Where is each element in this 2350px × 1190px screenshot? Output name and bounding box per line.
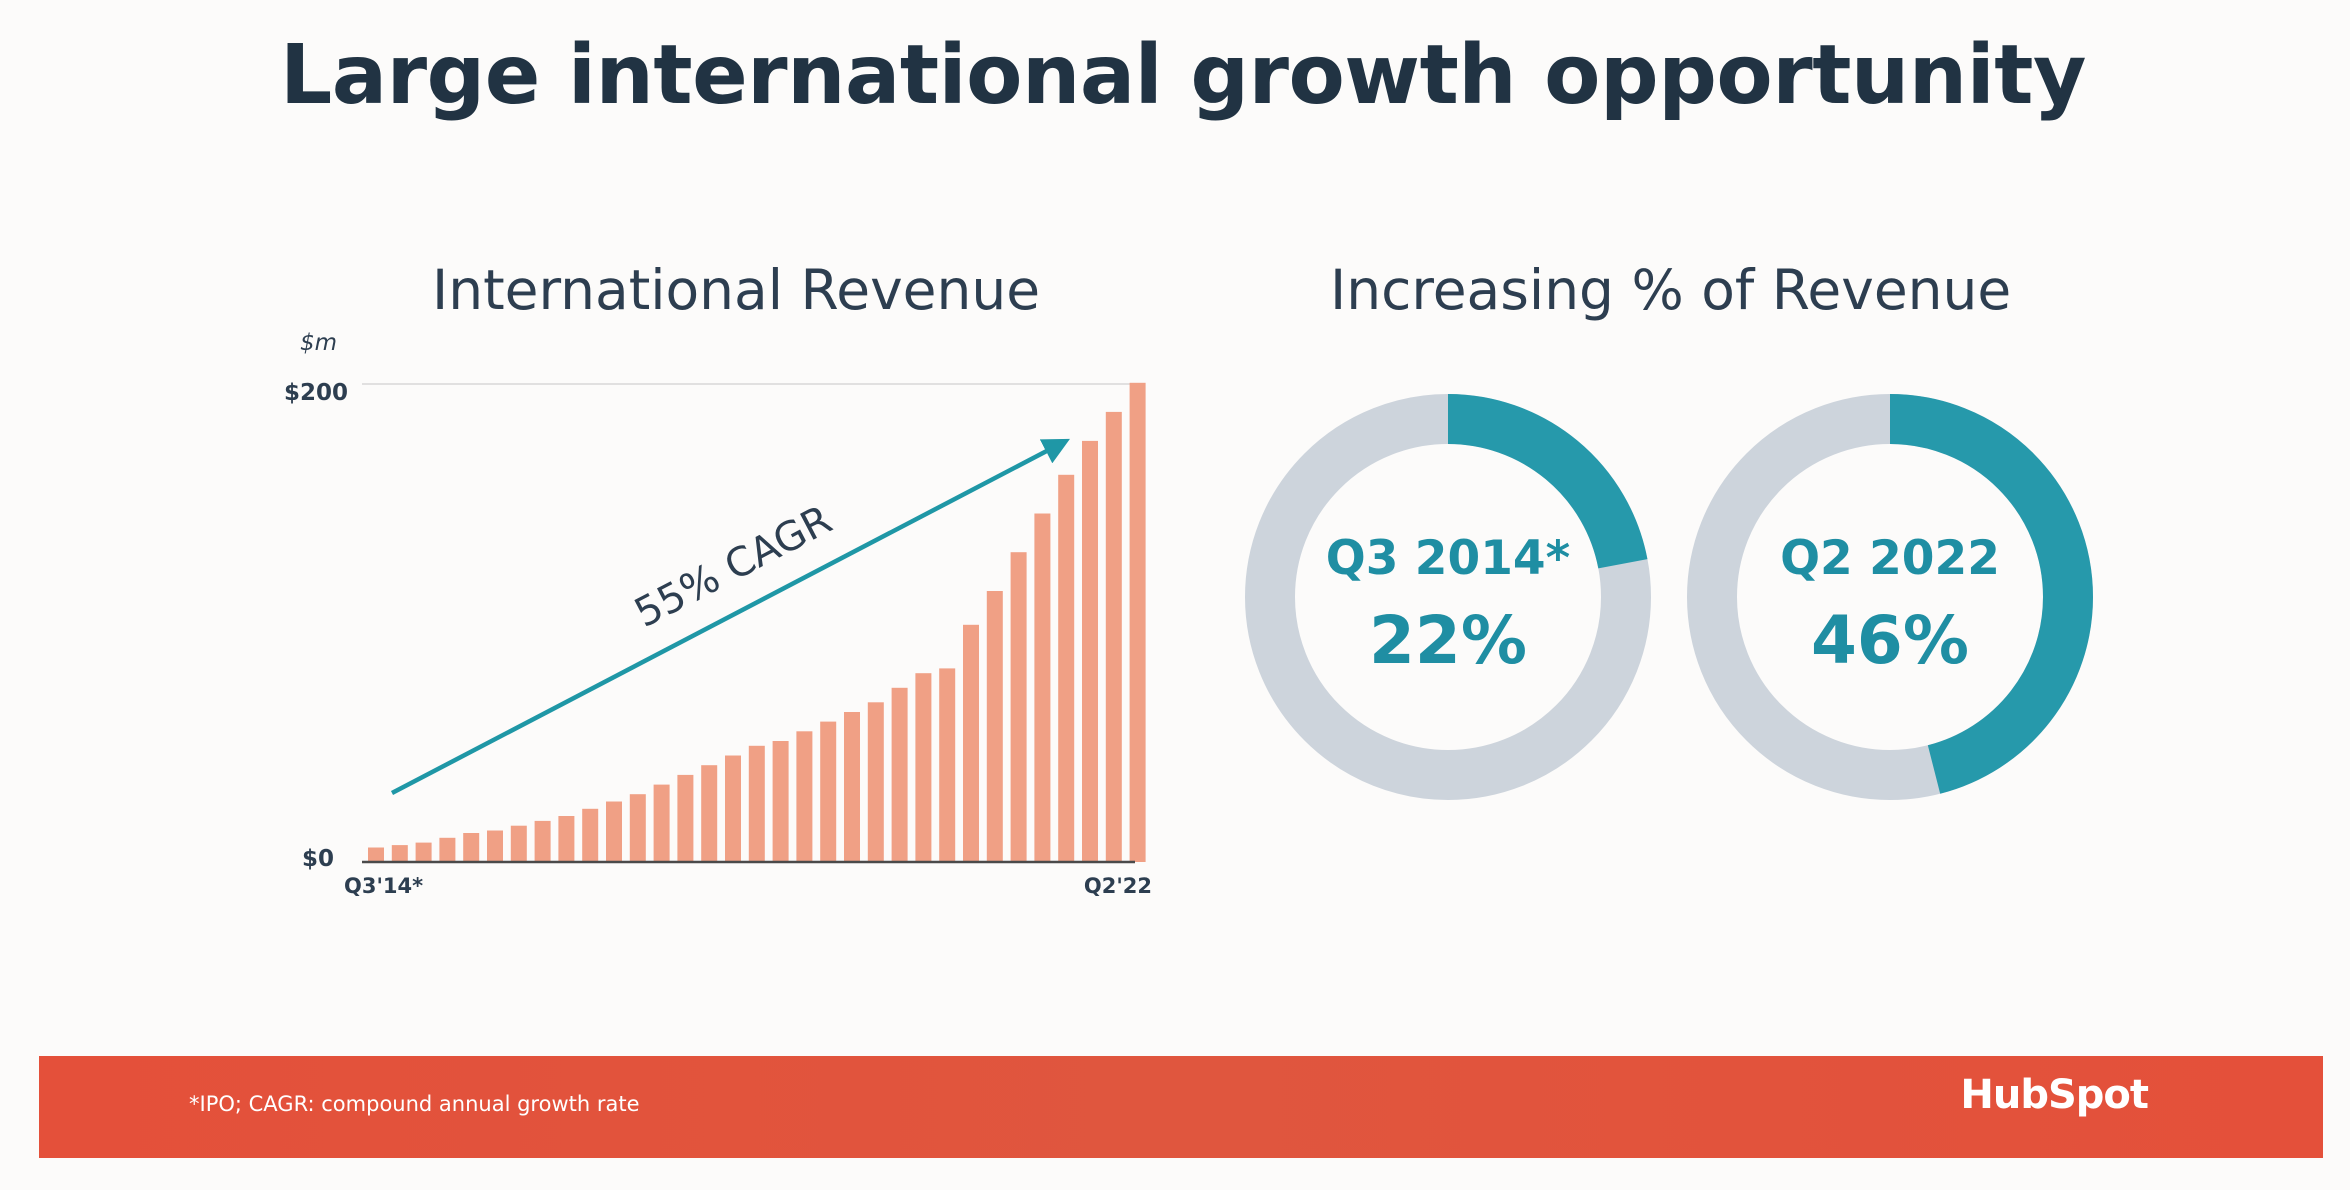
bar: [534, 820, 551, 862]
bar: [1034, 513, 1051, 862]
bar: [629, 794, 646, 862]
bar: [772, 741, 789, 862]
bar: [725, 755, 741, 862]
bar: [844, 712, 860, 862]
bar: [1082, 440, 1098, 862]
footnote: *IPO; CAGR: compound annual growth rate: [189, 1092, 640, 1116]
slide-title: Large international growth opportunity: [280, 28, 2086, 123]
bar: [558, 816, 575, 862]
y-tick-0: $0: [302, 846, 334, 872]
bar: [415, 842, 432, 862]
bar: [1058, 474, 1075, 862]
y-tick-200: $200: [284, 380, 348, 406]
bar: [1129, 382, 1146, 862]
bar: [748, 745, 765, 862]
bar: [915, 673, 932, 862]
bar: [1105, 411, 1122, 862]
bar: [391, 845, 408, 862]
bar: [891, 687, 908, 862]
bar: [439, 837, 456, 862]
donut-value-arc: [1687, 394, 2093, 800]
bar: [463, 833, 480, 862]
bar: [963, 624, 979, 862]
donut-q3-2014: Q3 2014* 22%: [1245, 394, 1651, 800]
donut-value: 46%: [1811, 602, 1969, 679]
bar: [986, 591, 1003, 862]
chart-canvas: $m $200 $0 Q3'14* Q2'22 55% CAGR Q3 2014…: [284, 330, 2093, 898]
bar: [606, 801, 622, 862]
footer-bar: *IPO; CAGR: compound annual growth rate …: [39, 1056, 2323, 1158]
bar: [582, 808, 599, 862]
bar: [677, 774, 694, 862]
donut-q2-2022: Q2 2022 46%: [1687, 394, 2093, 800]
x-tick-first: Q3'14*: [344, 874, 423, 898]
bar: [1010, 552, 1027, 862]
bar-chart-title: International Revenue: [432, 258, 1041, 322]
bar: [939, 668, 956, 862]
donut-label: Q3 2014*: [1326, 531, 1570, 586]
bar: [820, 721, 837, 862]
bar: [487, 830, 503, 862]
unit-label: $m: [300, 330, 337, 356]
donut-label: Q2 2022: [1780, 531, 2000, 586]
bar: [867, 702, 884, 862]
bar: [653, 784, 670, 862]
hubspot-logo: HubSpot: [1960, 1072, 2149, 1118]
cagr-arrow: [390, 438, 1070, 795]
bar: [368, 847, 384, 862]
donut-value-arc: [1245, 394, 1651, 800]
bar: [701, 765, 718, 862]
donut-value: 22%: [1369, 602, 1527, 679]
donut-section-title: Increasing % of Revenue: [1330, 258, 2012, 322]
bar-series: [368, 382, 1146, 862]
x-tick-last: Q2'22: [1084, 874, 1152, 898]
bar: [510, 825, 527, 862]
bar: [796, 731, 813, 862]
